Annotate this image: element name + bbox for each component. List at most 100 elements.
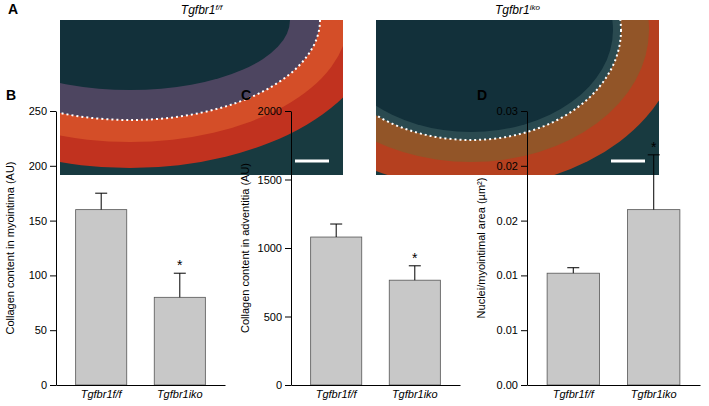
x-axis: Tgfbr1f/f Tgfbr1iko [57,385,226,400]
y-tick-mark [521,111,527,112]
x-tick-label: Tgfbr1iko [157,388,203,400]
image-title-base: Tgfbr1 [181,3,216,17]
error-bar-cap [95,193,107,194]
y-tick-label: 0 [41,379,47,391]
y-tick: 2000 [258,105,291,117]
y-tick: 0 [41,379,56,391]
y-tick: 0 [276,379,291,391]
x-tick-label: Tgfbr1iko [631,388,677,400]
panel-label: A [8,1,18,17]
bar [547,273,599,385]
boundary-line [376,20,621,140]
y-tick-label: 50 [35,324,47,336]
y-tick-label: 0 [276,379,282,391]
error-bar [409,266,421,280]
y-axis: 0.00 0.01 0.01 0.02 0.02 0.03 [497,105,528,391]
error-bar-cap [567,267,579,268]
scale-bar [295,160,329,163]
y-tick-label: 0.02 [497,215,518,227]
image-title-superscript: iko [530,3,541,12]
y-tick-mark [521,275,527,276]
panel-label: B [6,87,16,103]
chart: C0500100015002000Tgfbr1f/fTgfbr1ikoColla… [239,87,461,400]
y-tick-mark [285,180,291,181]
y-tick: 0.00 [497,379,527,391]
y-tick-mark [50,111,56,112]
x-axis: Tgfbr1f/f Tgfbr1iko [528,385,701,400]
significance-marker: * [177,257,183,273]
error-bar-stem [653,155,654,210]
y-tick-mark [285,317,291,318]
bars [76,193,206,385]
panel-label: C [241,87,251,103]
y-tick-label: 0.01 [497,324,518,336]
y-tick: 100 [29,269,56,281]
media [60,20,320,120]
scale-bar [611,160,645,163]
y-tick-mark [50,166,56,167]
bar [154,297,205,385]
chart: B050100150200250Tgfbr1f/fTgfbr1ikoCollag… [4,87,226,400]
y-tick: 0.02 [497,160,527,172]
y-tick-label: 100 [29,269,47,281]
x-tick: Tgfbr1f/f [553,385,595,400]
error-bar-stem [336,224,337,237]
bars [311,224,441,385]
y-tick-mark [521,385,527,386]
bar [628,210,680,385]
y-tick-label: 2000 [258,105,282,117]
x-tick: Tgfbr1iko [392,385,438,400]
x-tick-label: Tgfbr1f/f [553,388,595,400]
x-axis-line [292,385,461,386]
chart: D0.000.010.010.020.020.03Tgfbr1f/fTgfbr1… [475,87,701,400]
y-tick-label: 0.00 [497,379,518,391]
error-bar-stem [101,193,102,209]
error-bar-stem [573,268,574,273]
micrograph [376,20,659,175]
significance-marker: * [412,250,418,266]
adventitia-inner [60,20,343,142]
y-tick-mark [50,221,56,222]
error-bar [567,268,579,273]
y-tick-label: 250 [29,105,47,117]
y-axis-line [291,112,292,386]
y-tick: 500 [264,311,291,323]
y-tick: 200 [29,160,56,172]
error-bar-stem [414,266,415,280]
y-tick-label: 0.03 [497,105,518,117]
media [376,20,621,140]
y-tick: 0.03 [497,105,527,117]
y-tick-mark [521,221,527,222]
adventitia [60,20,343,168]
y-tick: 0.01 [497,269,527,281]
y-tick-label: 500 [264,311,282,323]
y-axis-line [527,112,528,386]
figure: ATgfbr1f/fTgfbr1ikoB050100150200250Tgfbr… [0,0,709,406]
x-tick: Tgfbr1f/f [81,385,123,400]
y-tick: 250 [29,105,56,117]
y-tick-label: 1500 [258,174,282,186]
error-bar [95,193,107,209]
y-tick: 0.02 [497,215,527,227]
image-title: Tgfbr1iko [495,3,540,18]
bar [311,237,362,385]
error-bar [648,155,660,210]
y-axis-line [56,112,57,386]
significance-marker: * [651,139,657,155]
adventitia [376,20,659,175]
error-bar-stem [179,273,180,297]
x-tick-label: Tgfbr1f/f [316,388,358,400]
bar [76,210,127,385]
x-tick: Tgfbr1f/f [316,385,358,400]
y-tick-mark [521,330,527,331]
y-tick-mark [50,275,56,276]
y-tick: 1000 [258,242,291,254]
lumen [60,20,290,90]
y-tick: 50 [35,324,56,336]
y-tick-mark [50,330,56,331]
image-title-superscript: f/f [216,3,223,12]
y-tick-mark [285,248,291,249]
panel-label: D [477,87,487,103]
y-tick-label: 1000 [258,242,282,254]
y-axis: 050100150200250 [29,105,57,391]
